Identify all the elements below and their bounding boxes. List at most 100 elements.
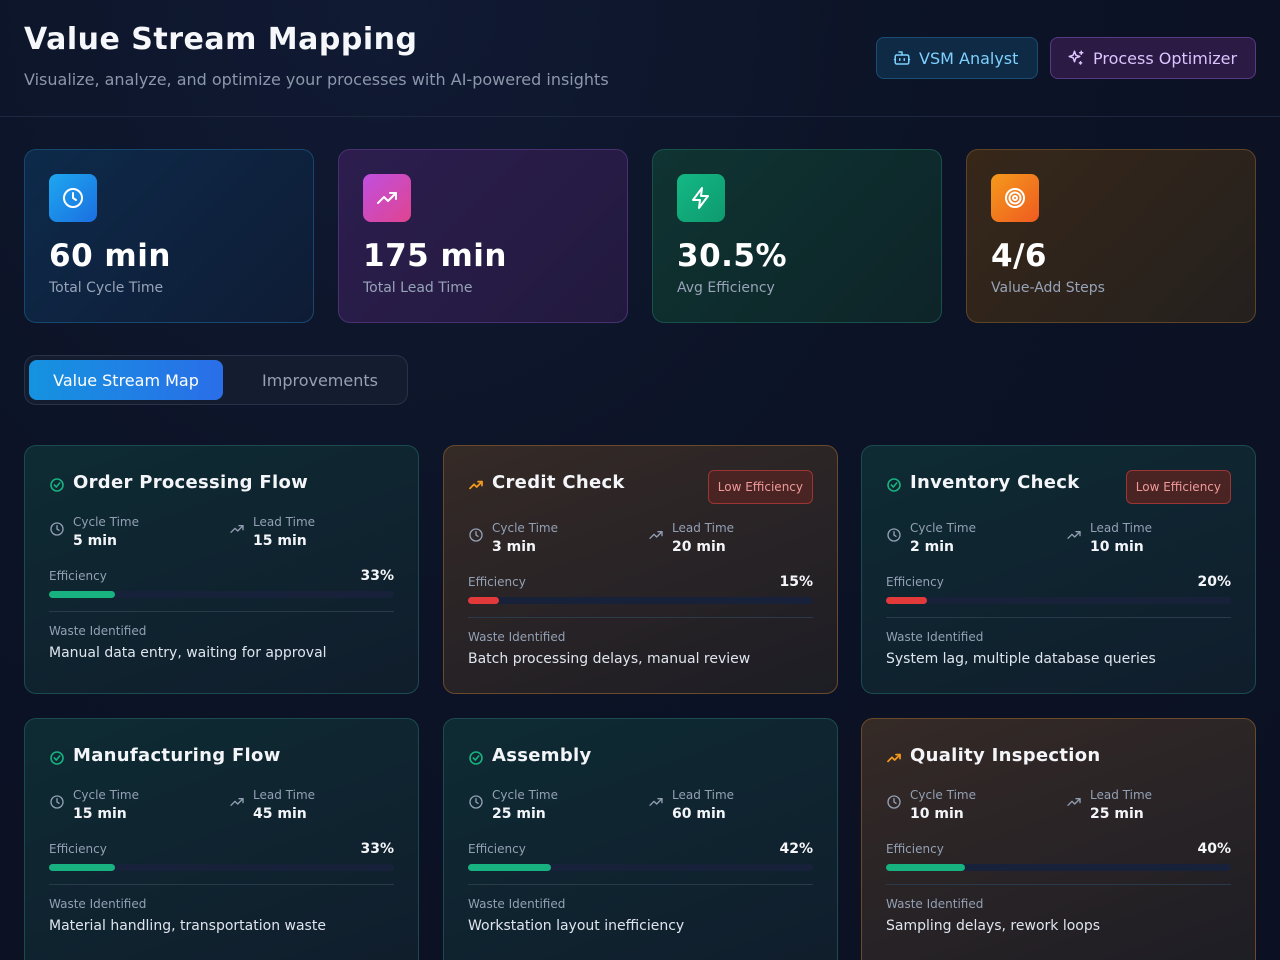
- efficiency-value: 15%: [779, 574, 813, 590]
- stat-label: Value-Add Steps: [991, 280, 1105, 296]
- check-circle-icon: [49, 750, 65, 770]
- check-circle-icon: [468, 750, 484, 770]
- check-circle-icon: [886, 477, 902, 497]
- vsm-analyst-button[interactable]: VSM Analyst: [876, 37, 1038, 79]
- clock-icon: [49, 174, 97, 222]
- clock-icon: [886, 527, 902, 547]
- lead-time-label: Lead Time: [1090, 521, 1153, 535]
- efficiency-bar: [886, 597, 1231, 604]
- lead-time-metric: Lead Time 45 min: [229, 788, 399, 824]
- tab-value-stream-map[interactable]: Value Stream Map: [29, 360, 223, 400]
- lead-time-value: 20 min: [672, 539, 726, 555]
- lead-time-value: 60 min: [672, 806, 726, 822]
- divider: [886, 884, 1231, 885]
- waste-label: Waste Identified: [886, 630, 984, 644]
- efficiency-label: Efficiency: [886, 575, 944, 589]
- process-step-card[interactable]: Manufacturing Flow Cycle Time 15 min Lead T…: [24, 718, 419, 960]
- lead-time-value: 25 min: [1090, 806, 1144, 822]
- zap-icon: [677, 174, 725, 222]
- cycle-time-metric: Cycle Time 15 min: [49, 788, 219, 824]
- lead-time-value: 15 min: [253, 533, 307, 549]
- efficiency-bar-fill: [468, 597, 499, 604]
- waste-value: System lag, multiple database queries: [886, 651, 1156, 667]
- divider: [49, 884, 394, 885]
- waste-value: Workstation layout inefficiency: [468, 918, 685, 934]
- lead-time-metric: Lead Time 25 min: [1066, 788, 1236, 824]
- waste-value: Manual data entry, waiting for approval: [49, 645, 327, 661]
- cycle-time-metric: Cycle Time 5 min: [49, 515, 219, 551]
- step-name: Inventory Check: [910, 472, 1080, 493]
- sparkles-icon: [1068, 50, 1084, 65]
- cycle-time-value: 2 min: [910, 539, 954, 555]
- lead-time-metric: Lead Time 60 min: [648, 788, 818, 824]
- clock-icon: [468, 527, 484, 547]
- low-efficiency-badge: Low Efficiency: [1125, 470, 1231, 504]
- efficiency-value: 33%: [360, 841, 394, 857]
- step-name: Assembly: [492, 745, 592, 766]
- trending-up-icon: [886, 750, 902, 770]
- cycle-time-metric: Cycle Time 10 min: [886, 788, 1056, 824]
- waste-label: Waste Identified: [886, 897, 984, 911]
- efficiency-bar: [468, 597, 813, 604]
- lead-time-label: Lead Time: [253, 515, 316, 529]
- lead-time-label: Lead Time: [1090, 788, 1153, 802]
- stat-value: 4/6: [991, 238, 1047, 274]
- trending-up-icon: [229, 794, 245, 814]
- clock-icon: [49, 794, 65, 814]
- efficiency-bar: [49, 591, 394, 598]
- lead-time-metric: Lead Time 20 min: [648, 521, 818, 557]
- process-step-card[interactable]: Assembly Cycle Time 25 min Lead Time 60 min E…: [443, 718, 838, 960]
- stat-value: 175 min: [363, 238, 507, 274]
- cycle-time-value: 5 min: [73, 533, 117, 549]
- process-step-card[interactable]: Quality Inspection Cycle Time 10 min Lead T…: [861, 718, 1256, 960]
- trending-up-icon: [648, 527, 664, 547]
- efficiency-bar-fill: [49, 591, 115, 598]
- process-step-card[interactable]: Inventory Check Low Efficiency Cycle Time 2…: [861, 445, 1256, 694]
- efficiency-label: Efficiency: [886, 842, 944, 856]
- cycle-time-label: Cycle Time: [910, 788, 976, 802]
- cycle-time-value: 15 min: [73, 806, 127, 822]
- efficiency-bar-fill: [468, 864, 551, 871]
- process-optimizer-button[interactable]: Process Optimizer: [1050, 37, 1256, 79]
- cycle-time-value: 25 min: [492, 806, 546, 822]
- clock-icon: [468, 794, 484, 814]
- waste-label: Waste Identified: [468, 897, 566, 911]
- trending-up-icon: [1066, 527, 1082, 547]
- target-icon: [991, 174, 1039, 222]
- cycle-time-label: Cycle Time: [73, 515, 139, 529]
- divider: [49, 611, 394, 612]
- efficiency-value: 33%: [360, 568, 394, 584]
- clock-icon: [886, 794, 902, 814]
- view-tabs: Value Stream Map Improvements: [24, 355, 408, 405]
- process-step-card[interactable]: Credit Check Low Efficiency Cycle Time 3 mi…: [443, 445, 838, 694]
- cycle-time-value: 3 min: [492, 539, 536, 555]
- divider: [886, 617, 1231, 618]
- cycle-time-label: Cycle Time: [492, 521, 558, 535]
- trending-up-icon: [468, 477, 484, 497]
- page-title: Value Stream Mapping: [24, 22, 418, 57]
- divider: [468, 617, 813, 618]
- stat-card-value-add-steps: 4/6 Value-Add Steps: [966, 149, 1256, 323]
- efficiency-value: 20%: [1197, 574, 1231, 590]
- stat-card-total-cycle-time: 60 min Total Cycle Time: [24, 149, 314, 323]
- efficiency-bar-fill: [49, 864, 115, 871]
- step-name: Manufacturing Flow: [73, 745, 281, 766]
- stat-label: Total Lead Time: [363, 280, 473, 296]
- efficiency-bar-fill: [886, 864, 965, 871]
- process-step-card[interactable]: Order Processing Flow Cycle Time 5 min Lead…: [24, 445, 419, 694]
- efficiency-bar-fill: [886, 597, 927, 604]
- cycle-time-metric: Cycle Time 25 min: [468, 788, 638, 824]
- efficiency-label: Efficiency: [468, 842, 526, 856]
- stat-card-avg-efficiency: 30.5% Avg Efficiency: [652, 149, 942, 323]
- process-optimizer-label: Process Optimizer: [1093, 48, 1238, 68]
- waste-value: Batch processing delays, manual review: [468, 651, 751, 667]
- efficiency-label: Efficiency: [49, 569, 107, 583]
- tab-improvements[interactable]: Improvements: [262, 370, 378, 390]
- waste-value: Material handling, transportation waste: [49, 918, 326, 934]
- cycle-time-value: 10 min: [910, 806, 964, 822]
- efficiency-bar: [468, 864, 813, 871]
- stat-value: 60 min: [49, 238, 171, 274]
- lead-time-metric: Lead Time 10 min: [1066, 521, 1236, 557]
- page-header: Value Stream Mapping Visualize, analyze,…: [0, 0, 1280, 117]
- lead-time-value: 45 min: [253, 806, 307, 822]
